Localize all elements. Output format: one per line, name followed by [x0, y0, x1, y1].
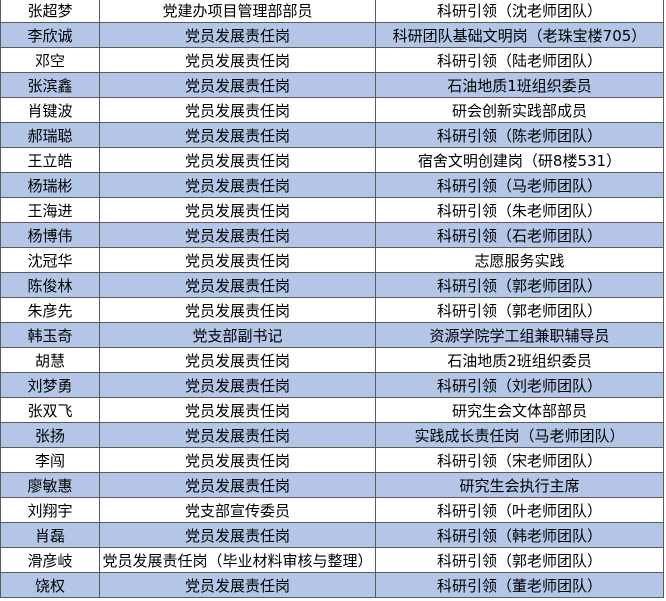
table-row: 杨瑞彬 党员发展责任岗 科研引领（马老师团队） — [0, 173, 664, 198]
table-cell: 科研引领（韩老师团队） — [376, 523, 664, 547]
table-row: 韩玉奇 党支部副书记 资源学院学工组兼职辅导员 — [0, 323, 664, 348]
table-cell: 宿舍文明创建岗（研8楼531） — [376, 148, 664, 172]
table-row: 邓空 党员发展责任岗 科研引领（陆老师团队） — [0, 48, 664, 73]
table-row: 郝瑞聪 党员发展责任岗 科研引领（陈老师团队） — [0, 123, 664, 148]
table-cell: 科研引领（宋老师团队） — [376, 448, 664, 472]
table-cell: 李闯 — [0, 448, 100, 472]
table-cell: 廖敏惠 — [0, 473, 100, 497]
table-cell: 沈冠华 — [0, 248, 100, 272]
table-cell: 刘翔宇 — [0, 498, 100, 522]
table-cell: 杨博伟 — [0, 223, 100, 247]
table-cell: 党支部宣传委员 — [100, 498, 376, 522]
table-cell: 党建办项目管理部部员 — [100, 0, 376, 22]
table-row: 王海进 党员发展责任岗 科研引领（朱老师团队） — [0, 198, 664, 223]
table-cell: 党员发展责任岗 — [100, 298, 376, 322]
table-cell: 王海进 — [0, 198, 100, 222]
table-row: 张双飞 党员发展责任岗 研究生会文体部部员 — [0, 398, 664, 423]
table-cell: 石油地质1班组织委员 — [376, 73, 664, 97]
table-cell: 党员发展责任岗 — [100, 23, 376, 47]
table-cell: 党员发展责任岗 — [100, 223, 376, 247]
table-cell: 张超梦 — [0, 0, 100, 22]
table-cell: 刘梦勇 — [0, 373, 100, 397]
table-row: 杨博伟 党员发展责任岗 科研引领（石老师团队） — [0, 223, 664, 248]
table-cell: 科研引领（郭老师团队） — [376, 298, 664, 322]
table-row: 朱彦先 党员发展责任岗 科研引领（郭老师团队） — [0, 298, 664, 323]
table-cell: 研究生会执行主席 — [376, 473, 664, 497]
table-cell: 李欣诚 — [0, 23, 100, 47]
table-cell: 石油地质2班组织委员 — [376, 348, 664, 372]
table-cell: 肖磊 — [0, 523, 100, 547]
table-cell: 科研团队基础文明岗（老珠宝楼705） — [376, 23, 664, 47]
table-cell: 杨瑞彬 — [0, 173, 100, 197]
table-cell: 滑彦岐 — [0, 548, 100, 572]
table-row: 廖敏惠 党员发展责任岗 研究生会执行主席 — [0, 473, 664, 498]
table-cell: 邓空 — [0, 48, 100, 72]
table-cell: 党员发展责任岗 — [100, 248, 376, 272]
table-row: 陈俊林 党员发展责任岗 科研引领（郭老师团队） — [0, 273, 664, 298]
table-row: 肖键波 党员发展责任岗 研会创新实践部成员 — [0, 98, 664, 123]
table-cell: 实践成长责任岗（马老师团队） — [376, 423, 664, 447]
table-cell: 科研引领（马老师团队） — [376, 173, 664, 197]
table-cell: 党员发展责任岗（毕业材料审核与整理） — [100, 548, 376, 572]
table-cell: 肖键波 — [0, 98, 100, 122]
table-cell: 郝瑞聪 — [0, 123, 100, 147]
table-cell: 科研引领（陆老师团队） — [376, 48, 664, 72]
table-row: 饶权 党员发展责任岗 科研引领（董老师团队） — [0, 573, 664, 598]
table-cell: 党员发展责任岗 — [100, 73, 376, 97]
table-row: 刘翔宇 党支部宣传委员 科研引领（叶老师团队） — [0, 498, 664, 523]
table-cell: 党员发展责任岗 — [100, 573, 376, 597]
table-row: 张超梦 党建办项目管理部部员 科研引领（沈老师团队） — [0, 0, 664, 23]
table-cell: 党员发展责任岗 — [100, 123, 376, 147]
table-cell: 陈俊林 — [0, 273, 100, 297]
table-cell: 志愿服务实践 — [376, 248, 664, 272]
table-cell: 党员发展责任岗 — [100, 398, 376, 422]
table-cell: 王立皓 — [0, 148, 100, 172]
table-cell: 党员发展责任岗 — [100, 198, 376, 222]
table-cell: 科研引领（石老师团队） — [376, 223, 664, 247]
table-cell: 科研引领（叶老师团队） — [376, 498, 664, 522]
table-cell: 科研引领（郭老师团队） — [376, 273, 664, 297]
table-cell: 党员发展责任岗 — [100, 473, 376, 497]
table-cell: 朱彦先 — [0, 298, 100, 322]
table-row: 李欣诚 党员发展责任岗 科研团队基础文明岗（老珠宝楼705） — [0, 23, 664, 48]
table-cell: 党员发展责任岗 — [100, 423, 376, 447]
table-row: 肖磊 党员发展责任岗 科研引领（韩老师团队） — [0, 523, 664, 548]
table-row: 刘梦勇 党员发展责任岗 科研引领（刘老师团队） — [0, 373, 664, 398]
table-cell: 党员发展责任岗 — [100, 448, 376, 472]
table-cell: 科研引领（郭老师团队） — [376, 548, 664, 572]
table-cell: 科研引领（董老师团队） — [376, 573, 664, 597]
table-cell: 党员发展责任岗 — [100, 173, 376, 197]
table-row: 张扬 党员发展责任岗 实践成长责任岗（马老师团队） — [0, 423, 664, 448]
table-cell: 饶权 — [0, 573, 100, 597]
table-row: 滑彦岐 党员发展责任岗（毕业材料审核与整理） 科研引领（郭老师团队） — [0, 548, 664, 573]
table-row: 李闯 党员发展责任岗 科研引领（宋老师团队） — [0, 448, 664, 473]
table-cell: 党员发展责任岗 — [100, 273, 376, 297]
table-cell: 党支部副书记 — [100, 323, 376, 347]
table-cell: 党员发展责任岗 — [100, 148, 376, 172]
table-cell: 科研引领（陈老师团队） — [376, 123, 664, 147]
table-cell: 研会创新实践部成员 — [376, 98, 664, 122]
table-cell: 党员发展责任岗 — [100, 348, 376, 372]
table-cell: 科研引领（沈老师团队） — [376, 0, 664, 22]
table-cell: 资源学院学工组兼职辅导员 — [376, 323, 664, 347]
table-cell: 党员发展责任岗 — [100, 48, 376, 72]
table-cell: 党员发展责任岗 — [100, 523, 376, 547]
table-cell: 研究生会文体部部员 — [376, 398, 664, 422]
table-cell: 科研引领（刘老师团队） — [376, 373, 664, 397]
table-cell: 张滨鑫 — [0, 73, 100, 97]
table-cell: 张扬 — [0, 423, 100, 447]
table-cell: 胡慧 — [0, 348, 100, 372]
table-cell: 张双飞 — [0, 398, 100, 422]
table-row: 沈冠华 党员发展责任岗 志愿服务实践 — [0, 248, 664, 273]
table-row: 王立皓 党员发展责任岗 宿舍文明创建岗（研8楼531） — [0, 148, 664, 173]
table-cell: 党员发展责任岗 — [100, 373, 376, 397]
table-cell: 科研引领（朱老师团队） — [376, 198, 664, 222]
table-cell: 党员发展责任岗 — [100, 98, 376, 122]
table-row: 张滨鑫 党员发展责任岗 石油地质1班组织委员 — [0, 73, 664, 98]
table-row: 胡慧 党员发展责任岗 石油地质2班组织委员 — [0, 348, 664, 373]
table-cell: 韩玉奇 — [0, 323, 100, 347]
